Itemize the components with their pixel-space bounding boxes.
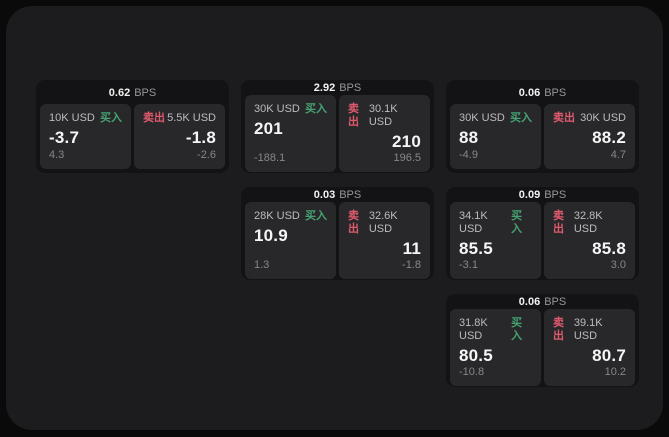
buy-side-label: 买入 xyxy=(511,317,523,342)
bps-header: 0.09 BPS xyxy=(446,187,639,201)
buy-quote-tile[interactable]: 34.1K USD 买入 85.5 -3.1 xyxy=(450,202,541,279)
buy-quote-tile[interactable]: 30K USD 买入 201 -188.1 xyxy=(245,95,336,172)
bps-unit-label: BPS xyxy=(544,296,567,308)
buy-notional: 34.1K USD xyxy=(459,210,488,235)
sell-notional: 30.1K USD xyxy=(368,103,398,128)
sell-change: -1.8 xyxy=(402,259,421,271)
buy-quote-tile[interactable]: 10K USD 买入 -3.7 4.3 xyxy=(40,104,131,169)
buy-notional: 30K USD xyxy=(254,103,300,115)
buy-change: -188.1 xyxy=(254,152,286,164)
buy-quote-tile[interactable]: 28K USD 买入 10.9 1.3 xyxy=(245,202,336,279)
buy-price: 201 xyxy=(254,119,283,138)
sell-notional: 32.6K USD xyxy=(368,210,398,235)
buy-price: 88 xyxy=(459,128,479,147)
quote-tiles: 28K USD 买入 10.9 1.3 卖出 32.6K USD 11 -1.8 xyxy=(241,201,434,283)
sell-quote-tile[interactable]: 卖出 32.6K USD 11 -1.8 xyxy=(339,202,430,279)
bps-value: 2.92 xyxy=(313,82,336,94)
quote-card-1: 2.92 BPS 30K USD 买入 201 -188.1 卖出 xyxy=(241,80,434,173)
buy-price: 85.5 xyxy=(459,239,493,258)
sell-price: -1.8 xyxy=(185,128,216,147)
sell-price: 88.2 xyxy=(592,128,626,147)
buy-change: 1.3 xyxy=(254,259,270,271)
bps-unit-label: BPS xyxy=(339,189,362,201)
sell-notional: 39.1K USD xyxy=(573,317,603,342)
quote-card-2: 0.06 BPS 30K USD 买入 88 -4.9 卖出 xyxy=(446,80,639,173)
quote-cards-grid: 0.62 BPS 10K USD 买入 -3.7 4.3 卖出 xyxy=(36,80,639,387)
buy-side-label: 买入 xyxy=(305,210,327,222)
bps-value: 0.09 xyxy=(518,189,541,201)
sell-change: 10.2 xyxy=(604,366,626,378)
sell-side-label: 卖出 xyxy=(348,103,359,128)
quote-card-5: 0.06 BPS 31.8K USD 买入 80.5 -10.8 卖 xyxy=(446,294,639,387)
sell-side-label: 卖出 xyxy=(553,210,564,235)
sell-side-label: 卖出 xyxy=(553,112,575,124)
bps-header: 0.62 BPS xyxy=(36,80,229,103)
sell-price: 210 xyxy=(392,132,421,151)
sell-price: 85.8 xyxy=(592,239,626,258)
buy-change: -4.9 xyxy=(459,149,478,161)
buy-notional: 30K USD xyxy=(459,112,505,124)
sell-side-label: 卖出 xyxy=(143,112,165,124)
sell-change: 4.7 xyxy=(610,149,626,161)
buy-quote-tile[interactable]: 31.8K USD 买入 80.5 -10.8 xyxy=(450,309,541,386)
buy-notional: 10K USD xyxy=(49,112,95,124)
bps-unit-label: BPS xyxy=(134,86,157,99)
bps-value: 0.03 xyxy=(313,189,336,201)
sell-quote-tile[interactable]: 卖出 39.1K USD 80.7 10.2 xyxy=(544,309,635,386)
buy-notional: 31.8K USD xyxy=(459,317,488,342)
sell-price: 80.7 xyxy=(592,346,626,365)
quote-tiles: 10K USD 买入 -3.7 4.3 卖出 5.5K USD -1.8 -2.… xyxy=(36,103,229,173)
buy-change: 4.3 xyxy=(49,149,65,161)
buy-side-label: 买入 xyxy=(100,112,122,124)
buy-price: 80.5 xyxy=(459,346,493,365)
buy-quote-tile[interactable]: 30K USD 买入 88 -4.9 xyxy=(450,104,541,169)
bps-unit-label: BPS xyxy=(544,86,567,99)
buy-side-label: 买入 xyxy=(510,112,532,124)
bps-value: 0.06 xyxy=(518,86,541,99)
buy-notional: 28K USD xyxy=(254,210,300,222)
sell-notional: 32.8K USD xyxy=(573,210,603,235)
quote-tiles: 31.8K USD 买入 80.5 -10.8 卖出 39.1K USD 80.… xyxy=(446,308,639,390)
sell-notional: 5.5K USD xyxy=(167,112,216,124)
bps-value: 0.06 xyxy=(518,296,541,308)
bps-header: 0.06 BPS xyxy=(446,294,639,308)
bps-header: 0.03 BPS xyxy=(241,187,434,201)
buy-change: -3.1 xyxy=(459,259,478,271)
quote-tiles: 34.1K USD 买入 85.5 -3.1 卖出 32.8K USD 85.8… xyxy=(446,201,639,283)
sell-notional: 30K USD xyxy=(580,112,626,124)
sell-quote-tile[interactable]: 卖出 32.8K USD 85.8 3.0 xyxy=(544,202,635,279)
sell-quote-tile[interactable]: 卖出 5.5K USD -1.8 -2.6 xyxy=(134,104,225,169)
quote-card-3: 0.03 BPS 28K USD 买入 10.9 1.3 卖出 xyxy=(241,187,434,280)
bps-header: 0.06 BPS xyxy=(446,80,639,103)
buy-change: -10.8 xyxy=(459,366,485,378)
quote-tiles: 30K USD 买入 88 -4.9 卖出 30K USD 88.2 4.7 xyxy=(446,103,639,173)
sell-side-label: 卖出 xyxy=(553,317,564,342)
sell-change: 196.5 xyxy=(393,152,421,164)
buy-price: 10.9 xyxy=(254,226,288,245)
quotes-panel: 0.62 BPS 10K USD 买入 -3.7 4.3 卖出 xyxy=(6,6,663,430)
quote-tiles: 30K USD 买入 201 -188.1 卖出 30.1K USD 210 1… xyxy=(241,94,434,176)
sell-quote-tile[interactable]: 卖出 30.1K USD 210 196.5 xyxy=(339,95,430,172)
bps-value: 0.62 xyxy=(108,86,131,99)
sell-price: 11 xyxy=(402,239,421,258)
sell-change: -2.6 xyxy=(197,149,216,161)
sell-change: 3.0 xyxy=(610,259,626,271)
bps-unit-label: BPS xyxy=(544,189,567,201)
bps-header: 2.92 BPS xyxy=(241,80,434,94)
buy-side-label: 买入 xyxy=(305,103,327,115)
quote-card-0: 0.62 BPS 10K USD 买入 -3.7 4.3 卖出 xyxy=(36,80,229,173)
quote-card-4: 0.09 BPS 34.1K USD 买入 85.5 -3.1 卖出 xyxy=(446,187,639,280)
sell-side-label: 卖出 xyxy=(348,210,359,235)
buy-price: -3.7 xyxy=(49,128,80,147)
sell-quote-tile[interactable]: 卖出 30K USD 88.2 4.7 xyxy=(544,104,635,169)
bps-unit-label: BPS xyxy=(339,82,362,94)
buy-side-label: 买入 xyxy=(511,210,523,235)
